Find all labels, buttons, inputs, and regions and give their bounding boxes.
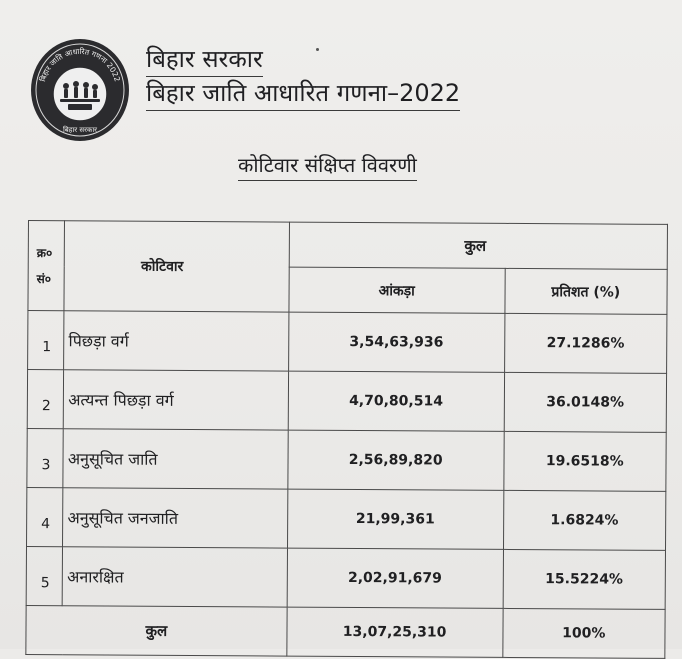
- row-percent: 36.0148%: [503, 372, 667, 433]
- row-serial: 4: [26, 487, 64, 547]
- row-serial: 5: [26, 546, 63, 606]
- total-label: कुल: [25, 605, 287, 657]
- caste-summary-table: क्र० सं० कोटिवार कुल आंकड़ा प्रतिशत (%) …: [25, 220, 668, 659]
- count-header: आंकड़ा: [288, 267, 505, 314]
- table-row: 4 अनुसूचित जनजाति 21,99,361 1.6824%: [26, 487, 666, 551]
- serial-header-line2: सं०: [36, 271, 52, 286]
- row-percent: 19.6518%: [503, 431, 667, 492]
- total-count: 13,07,25,310: [286, 607, 503, 658]
- table-row: 1 पिछड़ा वर्ग 3,54,63,936 27.1286%: [27, 310, 667, 374]
- row-count: 4,70,80,514: [287, 371, 505, 432]
- row-count: 2,02,91,679: [286, 548, 504, 609]
- total-group-header: कुल: [288, 222, 668, 270]
- bihar-government-seal: बिहार जाति आधारित गणना 2022 बिहार सरकार: [31, 39, 129, 141]
- row-category: पिछड़ा वर्ग: [63, 310, 289, 372]
- government-heading: बिहार सरकार: [146, 42, 263, 77]
- row-serial: 1: [27, 310, 65, 370]
- percent-header: प्रतिशत (%): [504, 268, 668, 315]
- row-category: अनुसूचित जनजाति: [62, 487, 288, 549]
- caste-summary-table-wrapper: क्र० सं० कोटिवार कुल आंकड़ा प्रतिशत (%) …: [25, 220, 670, 659]
- row-count: 3,54,63,936: [288, 312, 505, 373]
- total-percent: 100%: [502, 608, 666, 659]
- row-count: 2,56,89,820: [287, 430, 504, 491]
- row-count: 21,99,361: [287, 489, 504, 550]
- category-header: कोटिवार: [64, 220, 290, 313]
- summary-title: कोटिवार संक्षिप्त विवरणी: [238, 151, 417, 181]
- row-category: अनुसूचित जाति: [63, 428, 288, 490]
- row-percent: 27.1286%: [504, 313, 667, 374]
- seal-bottom-text: बिहार सरकार: [63, 125, 97, 134]
- row-percent: 15.5224%: [502, 549, 666, 610]
- table-row: 5 अनारक्षित 2,02,91,679 15.5224%: [26, 546, 666, 610]
- table-total-row: कुल 13,07,25,310 100%: [25, 605, 666, 659]
- row-category: अत्यन्त पिछड़ा वर्ग: [63, 369, 289, 431]
- table-row: 3 अनुसूचित जाति 2,56,89,820 19.6518%: [26, 428, 667, 492]
- table-row: 2 अत्यन्त पिछड़ा वर्ग 4,70,80,514 36.014…: [27, 369, 667, 433]
- serial-header: क्र० सं०: [27, 220, 65, 311]
- table-header-row: क्र० सं० कोटिवार कुल: [27, 220, 668, 313]
- survey-title: बिहार जाति आधारित गणना–2022: [146, 76, 461, 111]
- serial-header-line1: क्र०: [36, 245, 53, 260]
- row-percent: 1.6824%: [503, 490, 666, 551]
- ink-dot: [316, 48, 319, 51]
- row-category: अनारक्षित: [62, 546, 288, 608]
- row-serial: 2: [27, 369, 64, 429]
- row-serial: 3: [26, 428, 64, 488]
